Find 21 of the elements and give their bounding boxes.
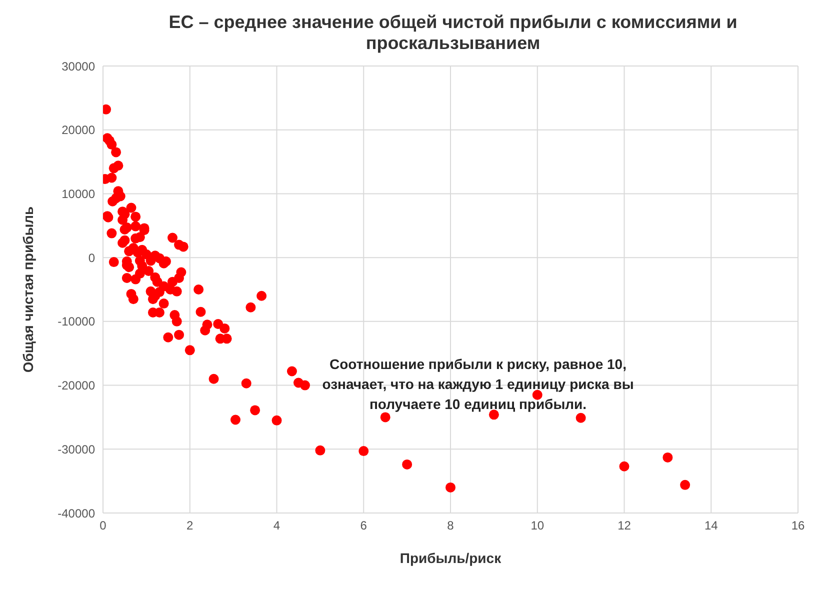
chart-title: EC – среднее значение общей чистой прибыли с комиссиями и проскальзыванием [168, 12, 738, 54]
y-axis-title: Общая чистая прибыль [20, 206, 36, 373]
y-tick-label: -10000 [58, 314, 96, 329]
x-tick-label: 2 [186, 518, 194, 533]
annotation: Соотношение прибыли к риску, равное 10, означает, что на каждую 1 единицу риска вы получаете 10 единиц прибыли. [321, 355, 635, 414]
y-tick-label: 10000 [62, 186, 96, 201]
y-tick-label: -40000 [58, 506, 96, 520]
x-tick-label: 12 [618, 518, 632, 533]
x-axis-title: Прибыль/риск [400, 550, 502, 566]
y-tick-label: -20000 [58, 378, 96, 393]
x-tick-label: 4 [273, 518, 280, 533]
y-tick-label: 30000 [62, 59, 96, 74]
x-tick-label: 6 [360, 518, 368, 533]
y-tick-label: 0 [88, 250, 96, 265]
y-tick-label: -30000 [58, 442, 96, 456]
x-tick-label: 8 [447, 518, 454, 533]
x-tick-label: 16 [791, 518, 805, 533]
x-tick-label: 10 [530, 518, 544, 533]
x-tick-label: 14 [704, 518, 718, 533]
y-tick-label: 20000 [62, 123, 96, 138]
x-tick-label: 0 [100, 518, 107, 533]
